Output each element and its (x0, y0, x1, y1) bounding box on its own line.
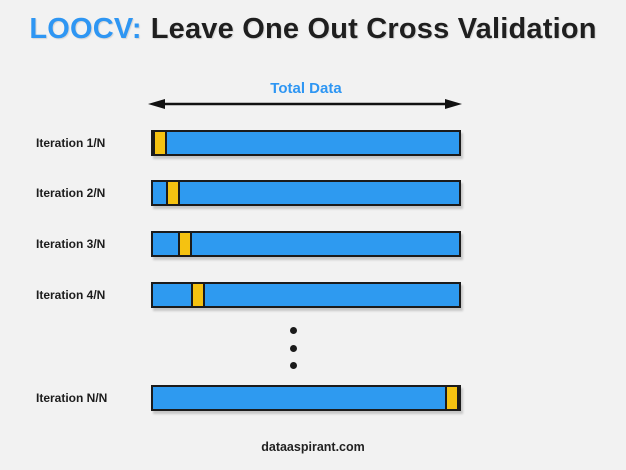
iteration-label: Iteration 2/N (36, 186, 106, 200)
double-arrow-icon (148, 99, 462, 109)
train-data-bar (151, 282, 461, 308)
iteration-row: Iteration N/N (0, 385, 626, 411)
ellipsis-dot (290, 345, 297, 352)
iteration-row: Iteration 1/N (0, 130, 626, 156)
footer-credit: dataaspirant.com (261, 440, 365, 454)
iteration-row: Iteration 3/N (0, 231, 626, 257)
total-data-label: Total Data (270, 80, 342, 97)
iteration-label: Iteration 3/N (36, 237, 106, 251)
ellipsis-dot (290, 362, 297, 369)
train-data-bar (151, 385, 461, 411)
test-data-segment (445, 387, 459, 409)
test-data-segment (178, 233, 192, 255)
iteration-label: Iteration N/N (36, 391, 108, 405)
train-data-bar (151, 130, 461, 156)
test-data-segment (153, 132, 167, 154)
test-data-segment (191, 284, 205, 306)
iteration-row: Iteration 2/N (0, 180, 626, 206)
iteration-label: Iteration 4/N (36, 288, 106, 302)
iteration-row: Iteration 4/N (0, 282, 626, 308)
title-main: Leave One Out Cross Validation (150, 13, 597, 45)
iteration-label: Iteration 1/N (36, 136, 106, 150)
train-data-bar (151, 231, 461, 257)
title-prefix: LOOCV: (29, 13, 142, 45)
page-title: LOOCV: Leave One Out Cross Validation (0, 13, 626, 46)
ellipsis-dot (290, 327, 297, 334)
test-data-segment (166, 182, 180, 204)
train-data-bar (151, 180, 461, 206)
